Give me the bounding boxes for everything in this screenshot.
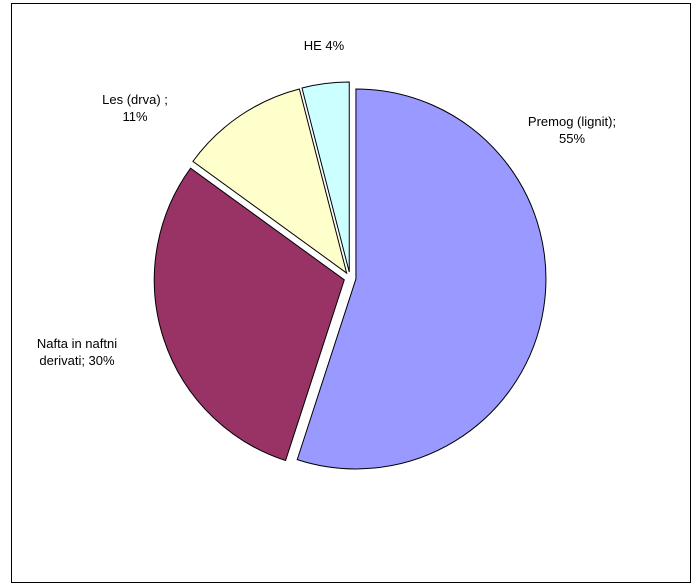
pie-slice-2 [192,88,348,275]
slice-label-0: Premog (lignit); 55% [528,114,616,146]
slice-label-1: Nafta in naftni derivati; 30% [37,336,117,368]
slice-label-line: 11% [122,109,147,124]
slice-label-line: derivati; 30% [39,353,115,368]
slice-label-2: Les (drva) ; 11% [102,92,168,124]
slice-label-line: Premog (lignit); [528,114,616,129]
slice-label-line: Nafta in naftni [37,336,117,351]
pie-slice-3 [301,81,350,273]
pie-chart: Premog (lignit); 55% Nafta in naftni deriva… [37,38,616,470]
pie-slice-0 [296,88,547,470]
slice-label-3: HE 4% [304,38,345,53]
slice-label-line: HE 4% [304,38,345,53]
slice-label-line: 55% [559,131,585,146]
slice-label-line: Les (drva) ; [102,92,168,107]
pie-slice-1 [153,167,345,462]
